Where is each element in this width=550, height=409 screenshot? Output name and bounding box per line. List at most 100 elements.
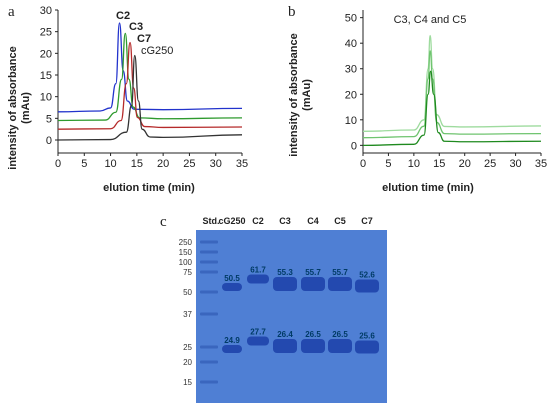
marker-label-250: 250 <box>179 238 193 247</box>
band-lower-c3 <box>273 339 297 353</box>
chart-a-ytick-label: 5 <box>46 113 52 125</box>
chart-b-xtick-label: 35 <box>535 158 547 170</box>
gel-background <box>196 230 387 403</box>
series-line-c7 <box>57 41 243 130</box>
chart-b-xtick-label: 15 <box>433 158 445 170</box>
series-line-c2 <box>57 22 243 113</box>
band-label-upper-c5: 55.7 <box>332 268 348 277</box>
chart-a-ytick-label: 20 <box>40 48 52 60</box>
series-line-c3 <box>362 34 542 132</box>
chart-b-ytick-label: 0 <box>351 140 357 152</box>
chart-a-xtick-label: 5 <box>81 158 87 170</box>
ladder-band-25 <box>200 345 218 349</box>
band-label-upper-c7: 52.6 <box>359 271 375 280</box>
ladder-band-15 <box>200 380 218 384</box>
lane-header-std: Std. <box>203 216 220 226</box>
chart-b-xtick-label: 20 <box>459 158 471 170</box>
band-label-upper-cg250: 50.5 <box>224 274 240 283</box>
series-label-c7: C7 <box>137 33 151 45</box>
panel-letter-b: b <box>288 4 296 20</box>
band-upper-c2 <box>247 274 269 284</box>
band-upper-cg250 <box>222 283 242 291</box>
chart-a: intensity of absorbance(mAu) elution tim… <box>7 5 248 194</box>
band-label-lower-c5: 26.5 <box>332 330 348 339</box>
ladder-band-100 <box>200 260 218 264</box>
ladder-band-250 <box>200 240 218 244</box>
panel-letter-a: a <box>8 4 15 20</box>
chart-a-xtick-label: 30 <box>210 158 222 170</box>
ladder-band-20 <box>200 360 218 364</box>
marker-label-37: 37 <box>183 310 192 319</box>
ladder-band-150 <box>200 250 218 254</box>
series-line-c4 <box>362 50 542 139</box>
chart-a-ylabel: intensity of absorbance(mAu) <box>7 46 32 169</box>
band-lower-c5 <box>328 339 352 353</box>
band-lower-c4 <box>301 339 325 353</box>
series-label-cg250: cG250 <box>141 45 173 57</box>
band-label-lower-c7: 25.6 <box>359 332 375 341</box>
band-upper-c5 <box>328 277 352 291</box>
band-upper-c4 <box>301 277 325 291</box>
chart-b-xtick-label: 0 <box>360 158 366 170</box>
panel-letter-c: c <box>160 214 167 230</box>
series-line-c5 <box>362 70 542 146</box>
band-label-lower-cg250: 24.9 <box>224 336 240 345</box>
chart-a-xtick-label: 15 <box>131 158 143 170</box>
series-label-c2: C2 <box>116 10 130 22</box>
band-label-lower-c4: 26.5 <box>305 330 321 339</box>
series-line-c3 <box>57 32 243 122</box>
chart-a-xtick-label: 0 <box>55 158 61 170</box>
ladder-band-75 <box>200 270 218 274</box>
marker-label-150: 150 <box>179 248 193 257</box>
chart-a-xlabel: elution time (min) <box>103 182 195 194</box>
lane-header-c7: C7 <box>361 216 373 226</box>
marker-label-50: 50 <box>183 288 192 297</box>
band-upper-c3 <box>273 277 297 291</box>
band-lower-c2 <box>247 336 269 346</box>
lane-header-cg250: cG250 <box>218 216 245 226</box>
chart-a-xtick-label: 10 <box>104 158 116 170</box>
chart-b-ytick-label: 50 <box>345 13 357 25</box>
ladder-band-50 <box>200 290 218 294</box>
chart-a-ytick-label: 0 <box>46 135 52 147</box>
chart-a-ytick-label: 15 <box>40 70 52 82</box>
chart-b-xtick-label: 30 <box>509 158 521 170</box>
ladder-band-37 <box>200 312 218 316</box>
band-lower-cg250 <box>222 345 242 353</box>
lane-header-c5: C5 <box>334 216 346 226</box>
chart-b-xtick-label: 5 <box>385 158 391 170</box>
chart-b-title: C3, C4 and C5 <box>394 14 467 26</box>
chart-b-ytick-label: 40 <box>345 38 357 50</box>
series-label-c3: C3 <box>129 21 143 33</box>
chart-b-ytick-label: 30 <box>345 64 357 76</box>
band-lower-c7 <box>355 340 379 354</box>
chart-a-xtick-label: 35 <box>236 158 248 170</box>
chart-b-ytick-label: 10 <box>345 115 357 127</box>
marker-label-75: 75 <box>183 268 192 277</box>
chart-b-xtick-label: 25 <box>484 158 496 170</box>
chart-a-xtick-label: 20 <box>157 158 169 170</box>
lane-header-c3: C3 <box>279 216 291 226</box>
band-label-lower-c2: 27.7 <box>250 328 266 337</box>
chart-b-ylabel: intensity of absorbance(mAu) <box>288 33 313 156</box>
chart-a-ytick-label: 30 <box>40 5 52 17</box>
lane-header-c4: C4 <box>307 216 319 226</box>
chart-b-xlabel: elution time (min) <box>382 182 474 194</box>
chart-a-xtick-label: 25 <box>183 158 195 170</box>
marker-label-20: 20 <box>183 358 192 367</box>
chart-b: intensity of absorbance(mAu) elution tim… <box>288 10 547 194</box>
chart-a-ytick-label: 25 <box>40 27 52 39</box>
chart-b-ytick-label: 20 <box>345 89 357 101</box>
band-label-upper-c4: 55.7 <box>305 268 321 277</box>
band-label-upper-c2: 61.7 <box>250 266 266 275</box>
chart-a-ytick-label: 10 <box>40 92 52 104</box>
band-label-upper-c3: 55.3 <box>277 268 293 277</box>
lane-header-c2: C2 <box>252 216 264 226</box>
band-upper-c7 <box>355 279 379 293</box>
chart-b-xtick-label: 10 <box>408 158 420 170</box>
marker-label-100: 100 <box>179 258 193 267</box>
band-label-lower-c3: 26.4 <box>277 330 293 339</box>
series-line-cg250 <box>57 54 243 141</box>
